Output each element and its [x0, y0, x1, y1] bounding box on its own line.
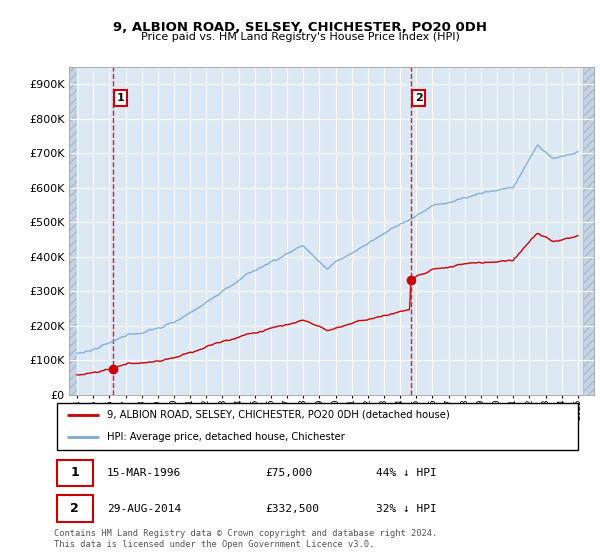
Text: 1: 1: [117, 93, 125, 103]
Text: Price paid vs. HM Land Registry's House Price Index (HPI): Price paid vs. HM Land Registry's House …: [140, 32, 460, 43]
Text: 32% ↓ HPI: 32% ↓ HPI: [376, 504, 437, 514]
FancyBboxPatch shape: [56, 403, 578, 450]
FancyBboxPatch shape: [56, 460, 92, 486]
Text: 15-MAR-1996: 15-MAR-1996: [107, 468, 181, 478]
Text: HPI: Average price, detached house, Chichester: HPI: Average price, detached house, Chic…: [107, 432, 344, 442]
Polygon shape: [583, 67, 594, 395]
Text: 29-AUG-2014: 29-AUG-2014: [107, 504, 181, 514]
Text: Contains HM Land Registry data © Crown copyright and database right 2024.
This d: Contains HM Land Registry data © Crown c…: [54, 529, 437, 549]
Text: 9, ALBION ROAD, SELSEY, CHICHESTER, PO20 0DH: 9, ALBION ROAD, SELSEY, CHICHESTER, PO20…: [113, 21, 487, 34]
Text: 44% ↓ HPI: 44% ↓ HPI: [376, 468, 437, 478]
Polygon shape: [69, 67, 77, 395]
FancyBboxPatch shape: [56, 496, 92, 522]
Text: 2: 2: [415, 93, 422, 103]
Text: £75,000: £75,000: [265, 468, 313, 478]
Text: 2: 2: [70, 502, 79, 515]
Text: 9, ALBION ROAD, SELSEY, CHICHESTER, PO20 0DH (detached house): 9, ALBION ROAD, SELSEY, CHICHESTER, PO20…: [107, 410, 449, 420]
Text: £332,500: £332,500: [265, 504, 319, 514]
Text: 1: 1: [70, 466, 79, 479]
